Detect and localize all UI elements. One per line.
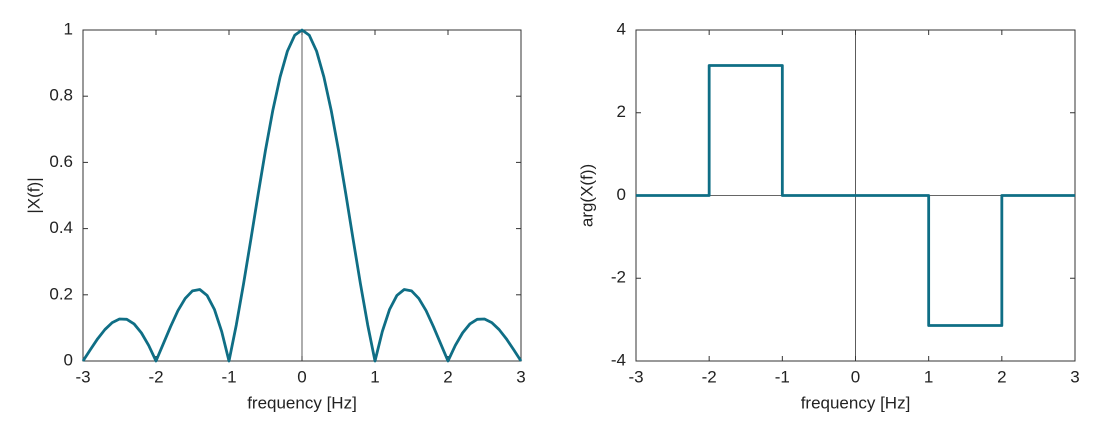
- x-tick-label: 3: [516, 367, 525, 386]
- data-line: [81, 28, 523, 363]
- y-tick-label: 0: [617, 185, 626, 204]
- y-tick-label: -2: [611, 268, 626, 287]
- x-tick-label: 2: [443, 367, 452, 386]
- y-tick-label: 0: [64, 350, 73, 369]
- x-axis-label: frequency [Hz]: [801, 393, 911, 412]
- x-tick-label: 3: [1070, 367, 1079, 386]
- y-tick-label: 0.4: [49, 218, 73, 237]
- y-tick-label: 0.6: [49, 152, 73, 171]
- y-tick-label: 4: [617, 19, 626, 38]
- x-tick-label: -1: [775, 367, 790, 386]
- y-tick-label: -4: [611, 350, 626, 369]
- x-tick-label: -2: [148, 367, 163, 386]
- y-axis-label: |X(f)|: [24, 177, 43, 213]
- y-tick-label: 1: [64, 19, 73, 38]
- x-tick-label: 1: [370, 367, 379, 386]
- x-tick-label: 2: [997, 367, 1006, 386]
- y-tick-label: 0.2: [49, 284, 73, 303]
- y-axis-label: arg(X(f)): [577, 164, 596, 227]
- x-tick-label: 1: [924, 367, 933, 386]
- y-tick-label: 2: [617, 102, 626, 121]
- x-tick-label: 0: [297, 367, 306, 386]
- x-tick-label: 0: [851, 367, 860, 386]
- x-tick-label: -3: [75, 367, 90, 386]
- data-line: [636, 64, 1075, 327]
- x-tick-label: -1: [221, 367, 236, 386]
- x-axis-label: frequency [Hz]: [247, 393, 357, 412]
- y-tick-label: 0.8: [49, 86, 73, 105]
- x-tick-label: -3: [628, 367, 643, 386]
- x-tick-label: -2: [702, 367, 717, 386]
